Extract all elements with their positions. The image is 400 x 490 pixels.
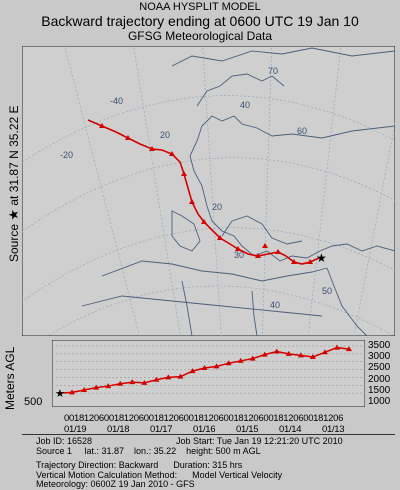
- altitude-point: [225, 360, 232, 366]
- date-ticks: 01/19 01/18 01/17 01/16 01/15 01/14 01/1…: [64, 424, 364, 435]
- altitude-source-star-icon: ★: [55, 387, 65, 400]
- grid-label: 30: [234, 250, 244, 260]
- alt-tick: 1500: [368, 384, 391, 396]
- graticule: [22, 46, 395, 336]
- job-start: Job Start: Tue Jan 19 12:21:20 UTC 2010: [176, 436, 343, 446]
- time-axis: 0018120600181206001812060018120600181206…: [64, 413, 364, 435]
- date-tick: 01/16: [193, 424, 216, 435]
- altitude-point: [129, 379, 136, 385]
- source-lon: 35.22 E: [7, 105, 21, 147]
- grid-label: 40: [240, 100, 250, 110]
- altitude-point: [105, 383, 112, 389]
- trajectory-map: -40 -20 20 40 60 70 20 30 40 50 ★: [22, 46, 395, 336]
- altitude-point: [321, 349, 328, 355]
- grid-label: -40: [110, 96, 123, 106]
- meteorology-title: GFSG Meteorological Data: [127, 29, 273, 43]
- hour-ticks: 0018120600181206001812060018120600181206…: [64, 413, 344, 424]
- source-star-icon: ★: [316, 251, 327, 265]
- date-tick: 01/13: [322, 424, 345, 435]
- job-id: Job ID: 16528: [36, 436, 93, 446]
- altitude-chart: ★: [52, 340, 365, 407]
- altitude-point: [273, 348, 280, 354]
- vertical-motion: Vertical Motion Calculation Method: Mode…: [36, 469, 283, 480]
- source-info: Source 1 lat.: 31.87 lon.: 35.22 height:…: [36, 445, 261, 456]
- model-title: NOAA HYSPLIT MODEL: [139, 1, 261, 13]
- grid-label: 70: [268, 66, 278, 76]
- meteorology-info: Meteorology: 0600Z 19 Jan 2010 - GFS: [36, 479, 195, 489]
- source-star-icon: ★: [6, 208, 21, 221]
- grid-label: 60: [297, 126, 307, 136]
- altitude-point: [117, 380, 124, 386]
- altitude-start-label: 500: [24, 396, 43, 408]
- title-block: NOAA HYSPLIT MODEL Backward trajectory e…: [0, 0, 400, 43]
- grid-labels: -40 -20 20 40 60 70 20 30 40 50: [60, 66, 332, 310]
- trajectory-title: Backward trajectory ending at 0600 UTC 1…: [41, 13, 359, 29]
- grid-label: -20: [60, 150, 73, 160]
- altitude-point: [333, 344, 340, 350]
- altitude-point: [177, 373, 184, 379]
- altitude-point: [165, 374, 172, 380]
- altitude-point: [69, 389, 76, 395]
- date-tick: 01/14: [279, 424, 302, 435]
- coastlines: [81, 47, 395, 336]
- date-tick: 01/19: [64, 424, 87, 435]
- altitude-point: [249, 355, 256, 361]
- alt-tick: 3500: [368, 340, 391, 351]
- alt-tick: 2500: [368, 362, 391, 374]
- source-lat: 31.87 N: [7, 150, 21, 193]
- date-tick: 01/15: [236, 424, 259, 435]
- altitude-point: [153, 376, 160, 382]
- altitude-axis-label: Meters AGL: [3, 346, 17, 410]
- altitude-point: [189, 368, 196, 374]
- alt-tick: 1000: [368, 396, 391, 408]
- altitude-point: [309, 354, 316, 359]
- grid-label: 40: [270, 300, 280, 310]
- altitude-point: [346, 346, 352, 352]
- source-at: at: [7, 195, 21, 206]
- date-tick: 01/17: [150, 424, 173, 435]
- altitude-point: [141, 379, 148, 385]
- altitude-point: [261, 351, 268, 357]
- altitude-point: [237, 357, 244, 363]
- source-location-label: Source ★ at 31.87 N 35.22 E: [6, 62, 22, 262]
- grid-label: 50: [322, 286, 332, 296]
- trajectory-direction: Trajectory Direction: Backward Duration:…: [36, 460, 243, 470]
- job-info: Job ID: 16528 Job Start: Tue Jan 19 12:2…: [22, 434, 395, 490]
- trajectory-markers: [99, 123, 313, 264]
- altitude-point: [285, 350, 292, 356]
- date-tick: 01/18: [107, 424, 130, 435]
- source-prefix: Source: [7, 223, 21, 262]
- alt-tick: 3000: [368, 351, 391, 363]
- altitude-right-ticks: 3500 3000 2500 2000 1500 1000: [368, 340, 390, 407]
- grid-label: 20: [160, 130, 170, 140]
- alt-tick: 2000: [368, 373, 391, 385]
- altitude-point: [213, 363, 220, 369]
- altitude-point: [297, 352, 304, 358]
- altitude-point: [81, 387, 88, 392]
- altitude-point: [93, 384, 100, 390]
- altitude-point: [201, 365, 208, 370]
- grid-label: 20: [212, 202, 222, 212]
